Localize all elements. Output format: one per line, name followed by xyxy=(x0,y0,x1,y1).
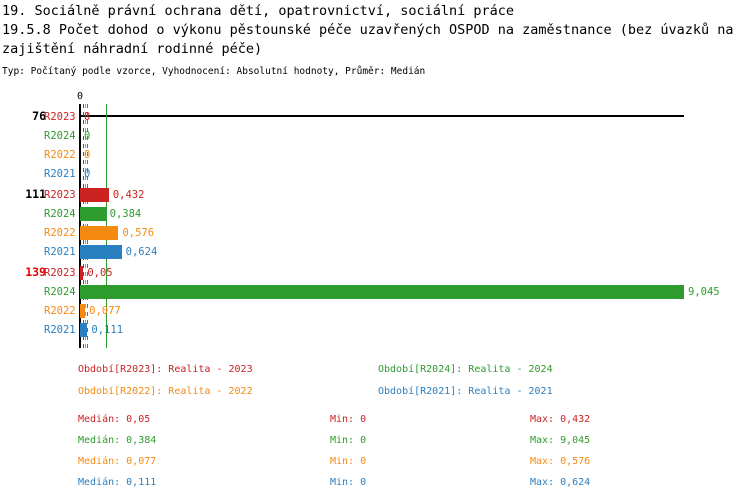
legend-item-r2023[interactable]: Období[R2023]: Realita - 2023 xyxy=(78,364,253,375)
stat-max: Max: 9,045 xyxy=(530,435,591,446)
chart-row: R2024 9,045 xyxy=(0,283,750,301)
bar-value-label: 0,05 xyxy=(87,267,113,279)
row-label-r2023: R2023 xyxy=(44,189,76,201)
chart-row: R2024 0,384 xyxy=(0,205,750,223)
report-section-title: 19. Sociálně právní ochrana dětí, opatro… xyxy=(2,3,515,19)
axis-line-horizontal xyxy=(80,115,684,117)
stat-min: Min: 0 xyxy=(330,456,367,467)
stat-max: Max: 0,576 xyxy=(530,456,591,467)
chart-row: R2022 0,077 xyxy=(0,302,750,320)
chart-row: R2021 0,624 xyxy=(0,243,750,261)
chart-row: R2023 0,05 xyxy=(0,264,750,282)
bar-r2021[interactable] xyxy=(80,323,88,337)
legend-item-r2022[interactable]: Období[R2022]: Realita - 2022 xyxy=(78,386,253,397)
chart-row: R2024 0 xyxy=(0,127,750,145)
row-label-r2023: R2023 xyxy=(44,267,76,279)
stat-min: Min: 0 xyxy=(330,477,367,488)
stat-min: Min: 0 xyxy=(330,435,367,446)
bar-value-label: 9,045 xyxy=(688,286,720,298)
chart-row: R2021 0 xyxy=(0,165,750,183)
row-label-r2022: R2022 xyxy=(44,149,76,161)
row-label-r2021: R2021 xyxy=(44,324,76,336)
stat-row-r2024: Medián: 0,384 Min: 0 Max: 9,045 xyxy=(0,431,750,451)
chart-row: R2023 0 xyxy=(0,108,750,126)
stat-max: Max: 0,624 xyxy=(530,477,591,488)
bar-r2021[interactable] xyxy=(80,245,122,259)
row-label-r2022: R2022 xyxy=(44,227,76,239)
report-indicator-title: 19.5.8 Počet dohod o výkonu pěstounské p… xyxy=(2,22,734,57)
group-label-76: 76 xyxy=(32,109,46,123)
row-label-r2024: R2024 xyxy=(44,130,76,142)
stat-row-r2022: Medián: 0,077 Min: 0 Max: 0,576 xyxy=(0,452,750,472)
stat-max: Max: 0,432 xyxy=(530,414,591,425)
bar-value-label: 0,384 xyxy=(109,208,142,220)
legend-item-r2024[interactable]: Období[R2024]: Realita - 2024 xyxy=(378,364,553,375)
stat-median: Medián: 0,05 xyxy=(78,414,151,425)
bar-r2023[interactable] xyxy=(80,266,84,280)
report-subtitle: Typ: Počítaný podle vzorce, Vyhodnocení:… xyxy=(2,66,426,77)
chart-legend: Období[R2023]: Realita - 2023 Období[R202… xyxy=(0,360,750,398)
bar-r2022[interactable] xyxy=(80,226,119,240)
bar-value-label: 0,111 xyxy=(91,324,124,336)
stat-min: Min: 0 xyxy=(330,414,367,425)
stat-median: Medián: 0,111 xyxy=(78,477,157,488)
stat-row-r2021: Medián: 0,111 Min: 0 Max: 0,624 xyxy=(0,473,750,493)
row-label-r2021: R2021 xyxy=(44,246,76,258)
row-label-r2024: R2024 xyxy=(44,286,76,298)
bar-value-label: 0,432 xyxy=(112,189,145,201)
bar-value-label: 0 xyxy=(84,130,91,142)
stat-row-r2023: Medián: 0,05 Min: 0 Max: 0,432 xyxy=(0,410,750,430)
row-label-r2024: R2024 xyxy=(44,208,76,220)
chart-row: R2022 0 xyxy=(0,146,750,164)
axis-tick-label-zero: 0 xyxy=(77,91,84,102)
row-label-r2021: R2021 xyxy=(44,168,76,180)
bar-value-label: 0 xyxy=(84,111,91,123)
chart-row: R2021 0,111 xyxy=(0,321,750,339)
bar-value-label: 0 xyxy=(84,168,91,180)
bar-value-label: 0 xyxy=(84,149,91,161)
bar-value-label: 0,624 xyxy=(125,246,158,258)
bar-r2022[interactable] xyxy=(80,304,86,318)
stat-median: Medián: 0,384 xyxy=(78,435,157,446)
group-label-111: 111 xyxy=(25,187,46,201)
bar-r2023[interactable] xyxy=(80,188,109,202)
row-label-r2022: R2022 xyxy=(44,305,76,317)
legend-item-r2021[interactable]: Období[R2021]: Realita - 2021 xyxy=(378,386,553,397)
chart-row: R2023 0,432 xyxy=(0,186,750,204)
group-label-139: 139 xyxy=(25,265,46,279)
bar-value-label: 0,077 xyxy=(89,305,121,317)
bar-value-label: 0,576 xyxy=(122,227,155,239)
row-label-r2023: R2023 xyxy=(44,111,76,123)
bar-r2024[interactable] xyxy=(80,285,684,299)
chart-row: R2022 0,576 xyxy=(0,224,750,242)
stat-median: Medián: 0,077 xyxy=(78,456,157,467)
bar-r2024[interactable] xyxy=(80,207,106,221)
bar-chart: 0 76 R2023 0 R2024 0 R2022 0 R2021 0 111 R2023 0,43… xyxy=(0,90,750,360)
